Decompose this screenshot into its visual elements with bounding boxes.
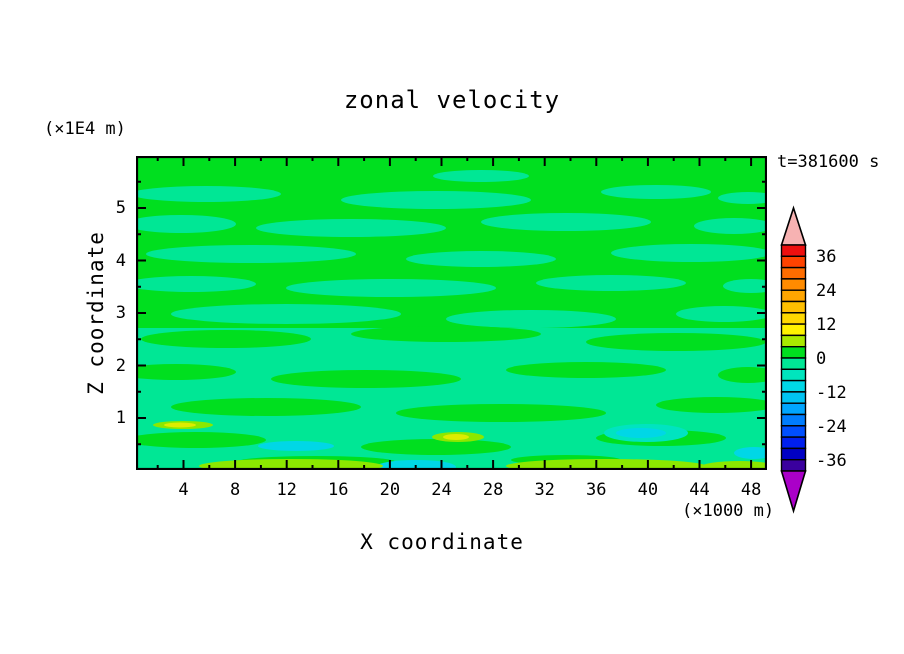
contour-blob <box>656 397 767 413</box>
colorbar-box <box>780 345 807 359</box>
colorbar-tick-label: -36 <box>816 450 847 471</box>
colorbar-box <box>780 357 807 371</box>
contour-blob <box>136 276 256 292</box>
contour-blob <box>694 218 767 234</box>
contour-blob <box>361 439 511 455</box>
contour-blob <box>601 185 711 199</box>
colorbar-box <box>780 447 807 461</box>
contour-blob <box>396 404 606 422</box>
x-tick-label: 20 <box>379 480 401 500</box>
colorbar-box <box>780 244 807 258</box>
colorbar <box>780 205 807 514</box>
colorbar-tick-label: 0 <box>816 349 827 369</box>
contour-blob <box>676 306 767 322</box>
x-axis-title: X coordinate <box>360 530 524 554</box>
contour-blob <box>136 364 236 380</box>
x-tick-label: 12 <box>276 480 297 500</box>
x-tick-label: 8 <box>229 480 241 500</box>
x-tick-label: 32 <box>534 480 555 500</box>
contour-blob <box>136 186 281 202</box>
contour-blob <box>136 215 236 233</box>
contour-blob <box>141 330 311 348</box>
y-tick-label: 4 <box>115 250 126 271</box>
contour-blob <box>171 304 401 324</box>
colorbar-box <box>780 368 807 382</box>
contour-blob <box>258 441 334 451</box>
colorbar-under-arrow <box>780 470 807 514</box>
contour-blob <box>506 362 666 378</box>
colorbar-tick-label: 24 <box>816 281 837 302</box>
contour-plot-area <box>136 156 767 470</box>
x-tick-label: 16 <box>328 480 349 500</box>
contour-blob <box>718 367 767 383</box>
colorbar-box <box>780 300 807 314</box>
colorbar-box <box>780 402 807 416</box>
contour-blob <box>351 326 541 342</box>
colorbar-box <box>780 334 807 348</box>
contour-blob <box>536 275 686 291</box>
contour-blob <box>734 447 767 459</box>
contour-blob <box>446 310 616 328</box>
contour-blob <box>271 370 461 388</box>
colorbar-box <box>780 312 807 325</box>
contour-blob <box>171 398 361 416</box>
colorbar-box <box>780 379 807 393</box>
contour-blob <box>586 333 766 351</box>
contour-blob <box>146 245 356 263</box>
colorbar-box <box>780 266 807 280</box>
contour-blob <box>199 459 383 470</box>
contour-blob <box>286 279 496 297</box>
contour-blob <box>406 251 556 267</box>
colorbar-box <box>780 278 807 291</box>
x-tick-label: 48 <box>740 480 762 500</box>
colorbar-tick-label: -24 <box>816 416 847 437</box>
contour-blob <box>611 244 767 262</box>
contour-blob <box>256 219 446 237</box>
contour-blob <box>443 434 469 440</box>
contour-blob <box>433 170 529 182</box>
contour-blob <box>723 279 767 293</box>
contour-blob <box>616 428 666 438</box>
x-axis-unit-label: (×1000 m) <box>682 501 775 521</box>
colorbar-tick-label: -12 <box>816 382 847 403</box>
contour-blob <box>136 432 266 448</box>
y-tick-label: 2 <box>115 355 126 376</box>
y-tick-label: 5 <box>115 198 126 218</box>
contour-blob <box>506 459 706 470</box>
contour-blob <box>341 191 531 209</box>
x-tick-label: 24 <box>431 480 452 500</box>
x-tick-label: 44 <box>689 480 710 500</box>
colorbar-tick-label: 36 <box>816 247 837 268</box>
contour-blob <box>718 192 767 204</box>
colorbar-tick-label: 12 <box>816 315 837 336</box>
x-tick-label: 40 <box>637 480 659 500</box>
x-tick-label: 36 <box>586 480 607 500</box>
x-tick-label: 4 <box>178 480 189 500</box>
x-tick-label: 28 <box>482 480 504 500</box>
time-annotation: t=381600 s <box>777 152 880 172</box>
colorbar-box <box>780 391 807 404</box>
contour-blob <box>164 422 196 428</box>
y-tick-label: 3 <box>115 303 126 323</box>
colorbar-box <box>780 436 807 450</box>
colorbar-box <box>780 413 807 427</box>
colorbar-box <box>780 425 807 438</box>
colorbar-over-arrow <box>780 205 807 246</box>
colorbar-box <box>780 255 807 269</box>
y-axis-unit-label: (×1E4 m) <box>44 119 126 139</box>
contour-blob <box>481 213 651 231</box>
colorbar-box <box>780 289 807 303</box>
plot-title: zonal velocity <box>343 86 561 114</box>
y-tick-label: 1 <box>115 408 126 428</box>
colorbar-box <box>780 458 807 472</box>
colorbar-box <box>780 323 807 337</box>
